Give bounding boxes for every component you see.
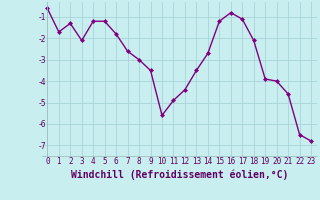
X-axis label: Windchill (Refroidissement éolien,°C): Windchill (Refroidissement éolien,°C)	[70, 169, 288, 180]
